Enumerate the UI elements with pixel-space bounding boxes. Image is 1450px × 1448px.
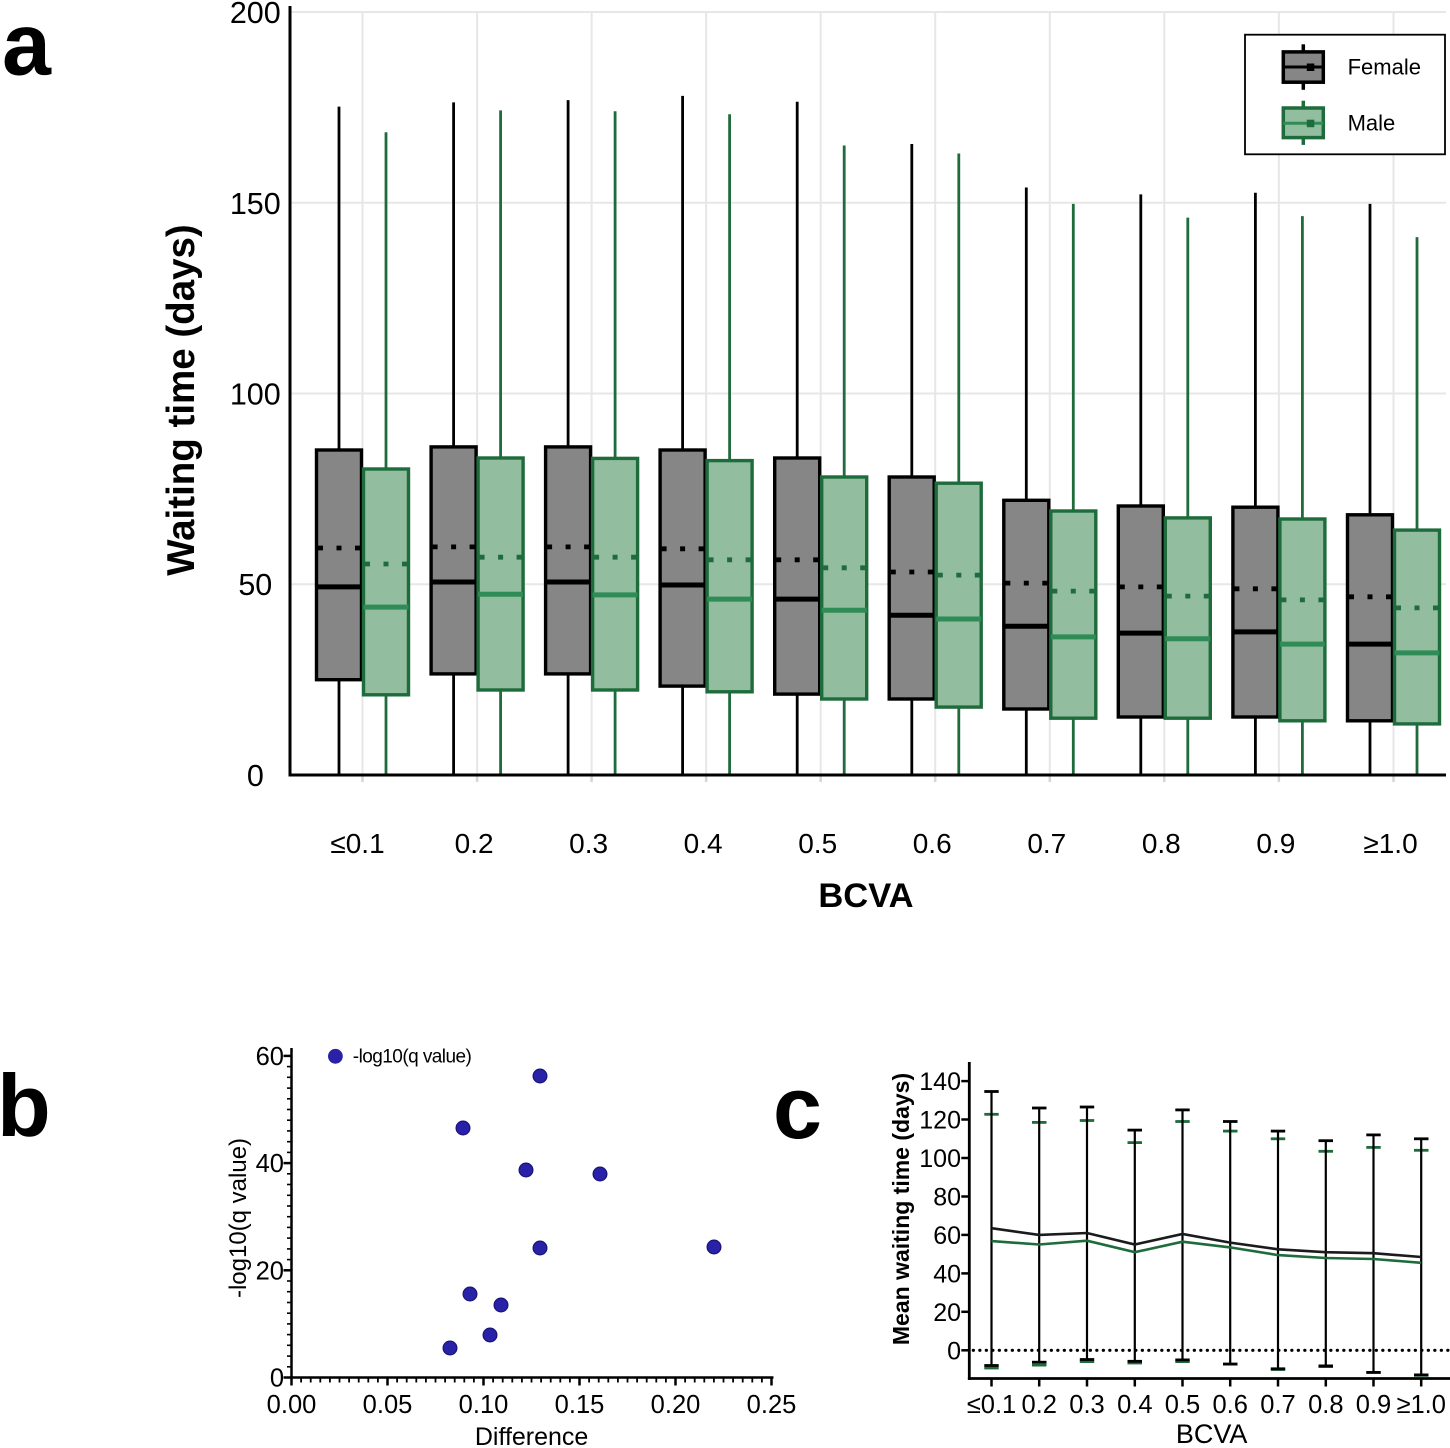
svg-text:0.6: 0.6 — [913, 828, 952, 859]
svg-text:0.10: 0.10 — [459, 1391, 509, 1419]
svg-text:b: b — [0, 1056, 51, 1155]
svg-text:0.20: 0.20 — [651, 1391, 701, 1419]
svg-text:0.4: 0.4 — [1117, 1391, 1152, 1419]
svg-text:Male: Male — [1348, 111, 1396, 136]
svg-text:0.5: 0.5 — [798, 828, 837, 859]
svg-text:0.3: 0.3 — [1069, 1391, 1104, 1419]
svg-text:100: 100 — [919, 1145, 961, 1173]
svg-text:≤0.1: ≤0.1 — [330, 828, 384, 859]
svg-text:0.9: 0.9 — [1256, 828, 1295, 859]
svg-text:Waiting time (days): Waiting time (days) — [160, 224, 203, 576]
svg-text:20: 20 — [256, 1257, 284, 1285]
svg-text:≥1.0: ≥1.0 — [1363, 828, 1417, 859]
svg-text:0.3: 0.3 — [569, 828, 608, 859]
svg-text:150: 150 — [230, 187, 281, 221]
svg-text:40: 40 — [256, 1150, 284, 1178]
svg-text:0.2: 0.2 — [1021, 1391, 1056, 1419]
svg-text:0.8: 0.8 — [1308, 1391, 1343, 1419]
svg-text:80: 80 — [933, 1184, 961, 1212]
svg-text:c: c — [773, 1058, 822, 1157]
svg-text:60: 60 — [933, 1222, 961, 1250]
svg-text:Female: Female — [1348, 55, 1421, 80]
svg-text:≤0.1: ≤0.1 — [967, 1391, 1016, 1419]
svg-text:0.5: 0.5 — [1165, 1391, 1200, 1419]
svg-text:BCVA: BCVA — [1176, 1419, 1248, 1448]
svg-text:-log10(q value): -log10(q value) — [225, 1138, 252, 1298]
svg-text:200: 200 — [230, 0, 281, 30]
svg-text:0.6: 0.6 — [1212, 1391, 1247, 1419]
svg-text:0.25: 0.25 — [747, 1391, 797, 1419]
svg-text:-log10(q value): -log10(q value) — [353, 1047, 472, 1068]
svg-text:0.7: 0.7 — [1260, 1391, 1295, 1419]
svg-text:0: 0 — [270, 1365, 284, 1393]
svg-text:0.8: 0.8 — [1142, 828, 1181, 859]
svg-text:100: 100 — [230, 378, 281, 412]
svg-text:0: 0 — [247, 759, 264, 793]
svg-text:Mean waiting time (days): Mean waiting time (days) — [888, 1073, 914, 1345]
svg-text:60: 60 — [256, 1043, 284, 1071]
svg-text:140: 140 — [919, 1068, 961, 1096]
svg-text:Difference: Difference — [475, 1423, 589, 1448]
svg-text:0.9: 0.9 — [1356, 1391, 1391, 1419]
svg-text:0.2: 0.2 — [455, 828, 494, 859]
svg-text:0.7: 0.7 — [1027, 828, 1066, 859]
svg-text:120: 120 — [919, 1107, 961, 1135]
svg-text:0.00: 0.00 — [267, 1391, 317, 1419]
svg-text:≥1.0: ≥1.0 — [1396, 1391, 1445, 1419]
svg-text:0: 0 — [947, 1337, 961, 1365]
svg-text:50: 50 — [238, 568, 272, 602]
svg-text:20: 20 — [933, 1299, 961, 1327]
svg-text:0.15: 0.15 — [555, 1391, 605, 1419]
svg-text:BCVA: BCVA — [818, 877, 913, 915]
svg-text:0.05: 0.05 — [363, 1391, 413, 1419]
svg-text:40: 40 — [933, 1260, 961, 1288]
svg-text:0.4: 0.4 — [684, 828, 723, 859]
svg-text:a: a — [2, 0, 52, 94]
